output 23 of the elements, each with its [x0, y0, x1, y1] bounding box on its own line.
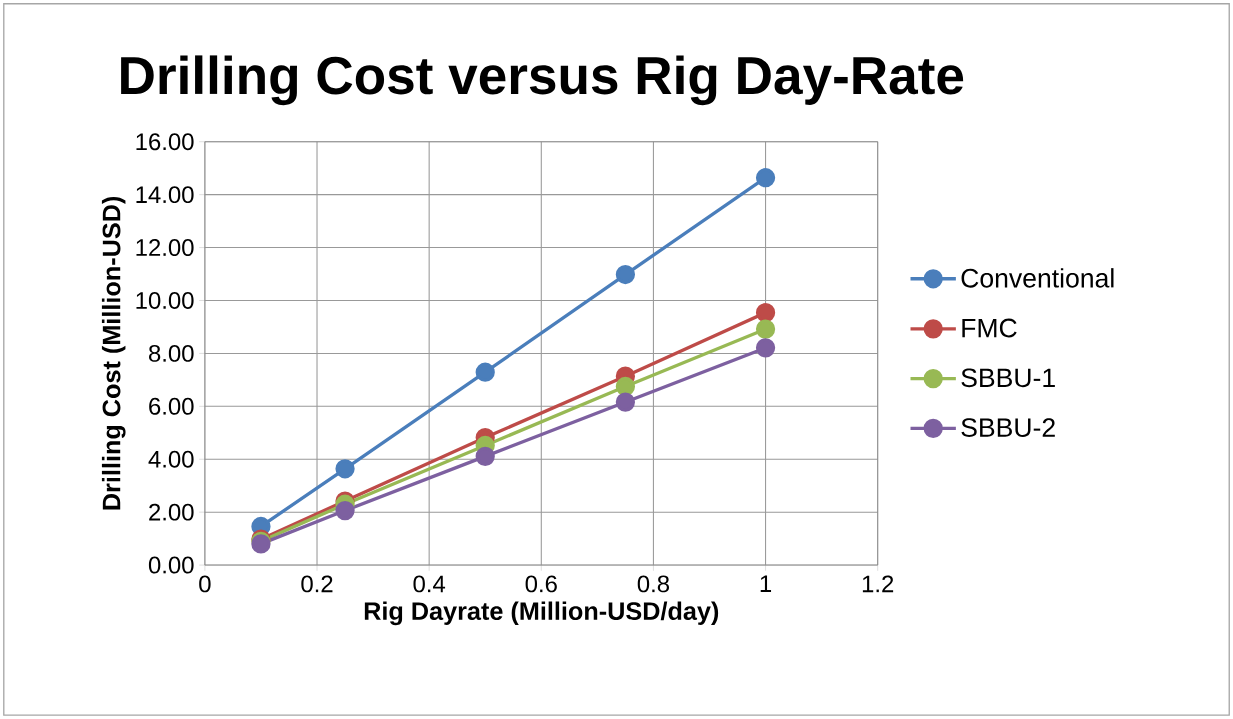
x-axis-title: Rig Dayrate (Million-USD/day) — [364, 601, 719, 626]
legend-label: FMC — [962, 318, 1017, 338]
y-tick-label: 14.00 — [136, 186, 194, 204]
y-tick-label: 16.00 — [136, 133, 194, 151]
chart-title: Drilling Cost versus Rig Day-Rate — [121, 55, 964, 106]
y-tick-label: 6.00 — [149, 397, 194, 415]
y-tick-label: 10.00 — [136, 292, 194, 309]
x-tick-label: 0.4 — [413, 575, 446, 593]
x-tick-label: 0.2 — [301, 575, 333, 593]
legend-label: SBBU-1 — [961, 368, 1055, 388]
x-tick-label: 0 — [199, 575, 211, 593]
y-tick-label: 8.00 — [149, 344, 194, 362]
y-tick-label: 12.00 — [136, 239, 194, 257]
x-tick-label: 1.2 — [862, 575, 894, 593]
x-tick-label: 1 — [760, 575, 772, 592]
y-tick-label: 0.00 — [148, 556, 194, 574]
legend-label: SBBU-2 — [961, 418, 1055, 437]
x-tick-label: 0.6 — [525, 575, 557, 593]
x-tick-label: 0.8 — [637, 575, 670, 593]
y-axis-title: Drilling Cost (Million-USD) — [101, 196, 126, 510]
y-tick-label: 4.00 — [148, 450, 194, 468]
legend-label: Conventional — [961, 268, 1114, 288]
y-tick-label: 2.00 — [149, 503, 194, 521]
